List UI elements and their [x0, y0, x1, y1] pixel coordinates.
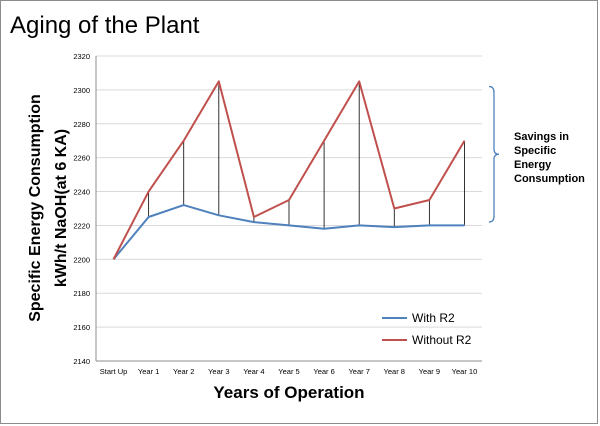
annotation-line-1: Savings in	[514, 131, 569, 143]
savings-annotation: Savings in Specific Energy Consumption	[514, 131, 585, 185]
savings-brace	[488, 85, 500, 223]
x-tick-label: Year 2	[173, 367, 194, 376]
y-tick-label: 2140	[73, 357, 90, 366]
legend: With R2 Without R2	[382, 311, 472, 347]
x-tick-labels: Start Up Year 1 Year 2 Year 3 Year 4 Year 5 Ye…	[100, 367, 477, 376]
legend-label-without-r2: Without R2	[412, 333, 472, 347]
y-tick-label: 2280	[73, 120, 90, 129]
x-tick-label: Start Up	[100, 367, 128, 376]
annotation-line-2: Specific	[514, 145, 556, 157]
x-tick-label: Year 9	[419, 367, 440, 376]
y-axis-title-line-1: Specific Energy Consumption	[27, 94, 44, 322]
series-lines	[112, 80, 466, 260]
y-tick-label: 2200	[73, 255, 90, 264]
chart-title: Aging of the Plant	[10, 12, 200, 39]
y-tick-label: 2240	[73, 188, 90, 197]
x-tick-label: Year 3	[208, 367, 229, 376]
x-axis-title: Years of Operation	[213, 383, 364, 402]
savings-drop-lines	[148, 81, 465, 229]
annotation-line-3: Energy	[514, 159, 552, 171]
legend-label-with-r2: With R2	[412, 311, 455, 325]
y-tick-label: 2260	[73, 154, 90, 163]
x-tick-label: Year 4	[243, 367, 264, 376]
x-tick-label: Year 8	[384, 367, 405, 376]
annotation-line-4: Consumption	[514, 173, 585, 185]
y-tick-label: 2160	[73, 323, 90, 332]
series-line-without-r2	[112, 80, 466, 260]
y-tick-label: 2300	[73, 86, 90, 95]
x-tick-label: Year 6	[313, 367, 334, 376]
y-tick-labels: 2140 2160 2180 2200 2220 2240 2260 2280 2300 2320	[73, 52, 90, 366]
y-tick-label: 2220	[73, 221, 90, 230]
y-tick-label: 2180	[73, 289, 90, 298]
y-tick-label: 2320	[73, 52, 90, 61]
y-axis-title-line-2: kWh/t NaOH(at 6 KA)	[53, 129, 70, 287]
grid-lines	[96, 55, 482, 328]
x-tick-label: Year 7	[348, 367, 369, 376]
x-tick-label: Year 1	[138, 367, 159, 376]
series-line-with-r2	[112, 204, 465, 260]
x-tick-label: Year 5	[278, 367, 299, 376]
x-tick-label: Year 10	[452, 367, 478, 376]
